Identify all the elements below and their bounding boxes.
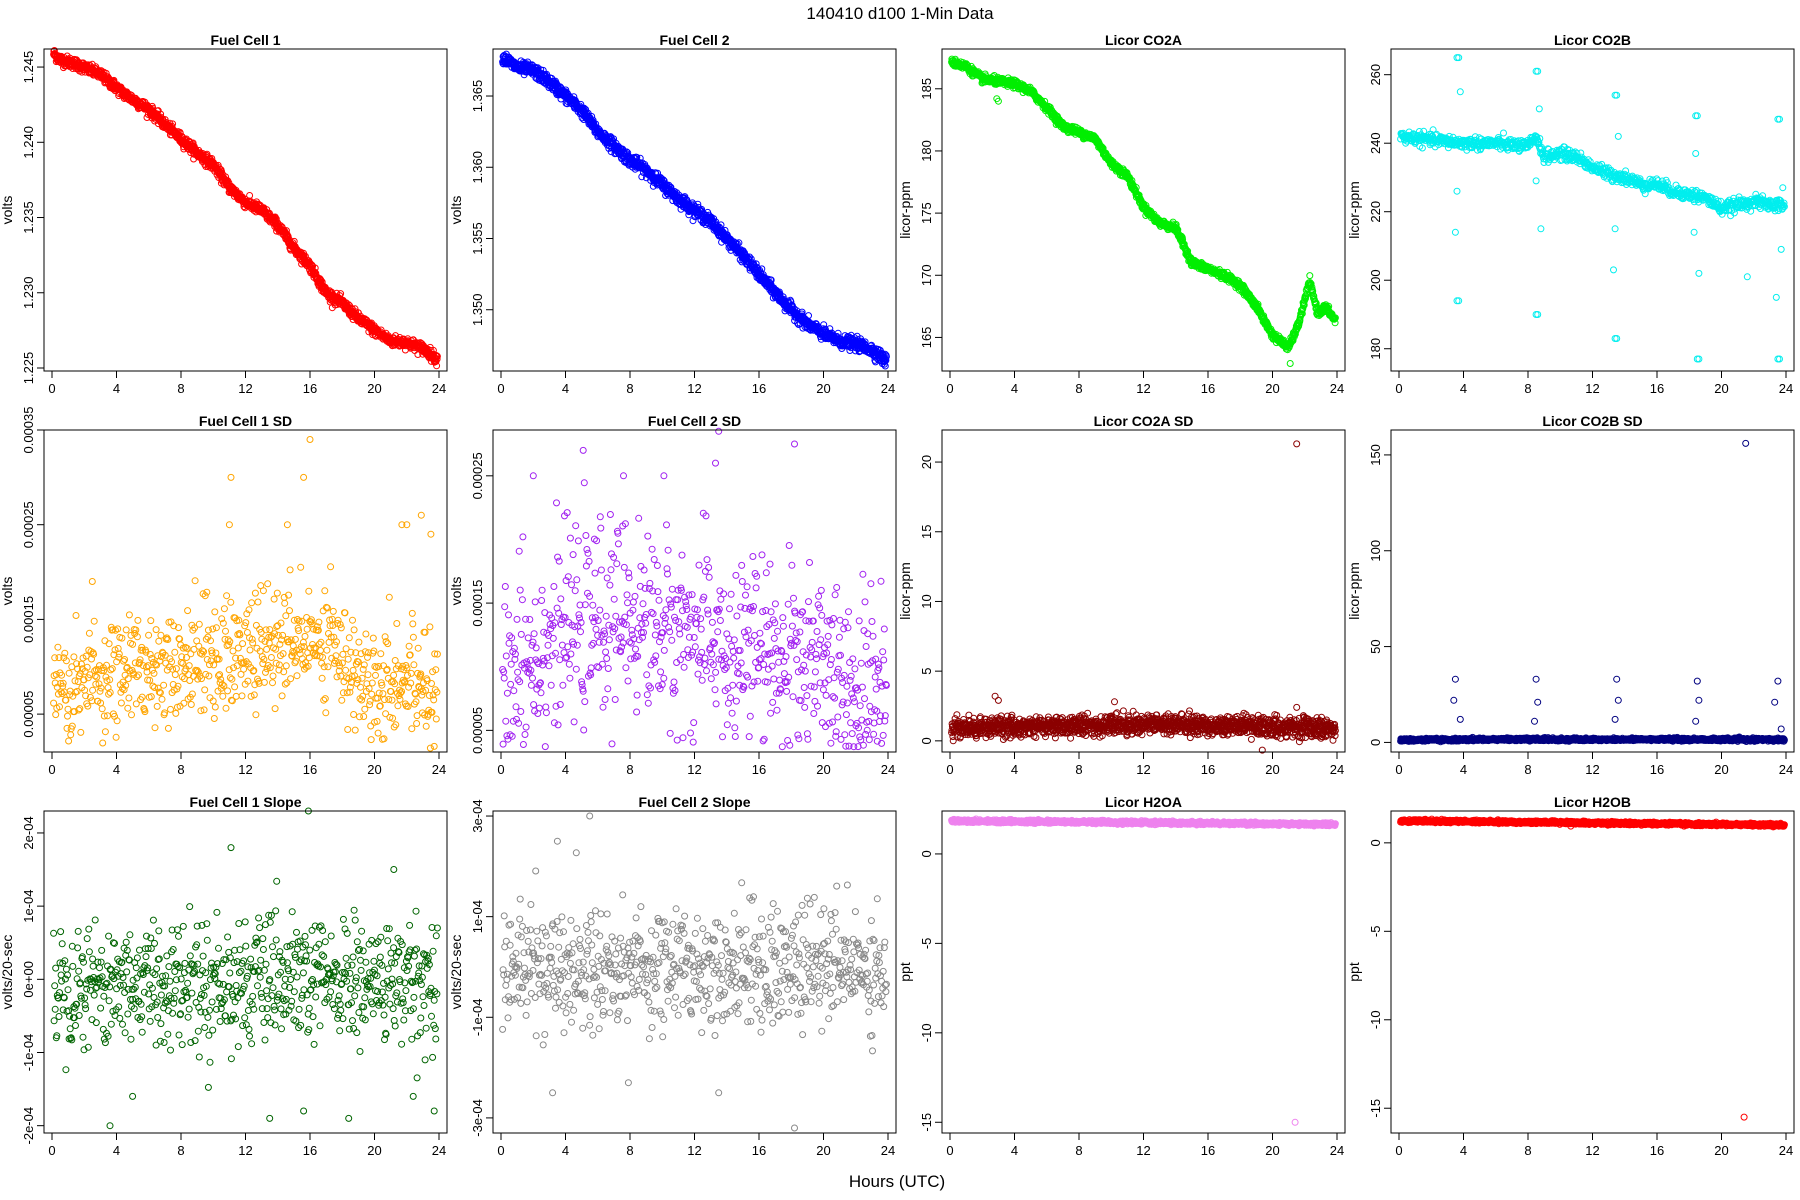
x-tick-label: 16 [752, 381, 766, 396]
panels-grid: 0 4 8 12 16 20 24 1.225 1.230 1.235 1.240 1.245 volt… [0, 32, 1794, 1158]
y-tick-label: 1.225 [21, 352, 36, 385]
y-axis-fc1: 1.225 1.230 1.235 1.240 1.245 [21, 51, 44, 384]
x-tick-label: 20 [367, 381, 381, 396]
x-tick-label: 24 [881, 381, 895, 396]
y-tick-label: 1.230 [21, 276, 36, 309]
y-axis-co2a: 165 170 175 180 185 [919, 78, 942, 348]
x-tick-label: 12 [687, 381, 701, 396]
y-axis-label: volts [448, 196, 464, 225]
x-tick-label: 16 [303, 381, 317, 396]
x-tick-label: 20 [816, 381, 830, 396]
figure-title: 140410 d100 1-Min Data [806, 4, 994, 23]
x-axis-fc1: 0 4 8 12 16 20 24 [48, 371, 446, 396]
x-axis-fc2: 0 4 8 12 16 20 24 [497, 371, 895, 396]
x-tick-label: 4 [1011, 381, 1018, 396]
panel-co2b: 0 4 8 12 16 20 24180200220240260licor-ppmLicor… [1346, 32, 1794, 396]
points-co2a [949, 56, 1339, 366]
y-tick-label: 1.355 [470, 222, 485, 255]
panel-title: Fuel Cell 1 [210, 32, 280, 48]
x-tick-label: 12 [1136, 381, 1150, 396]
points-co2b [1398, 55, 1788, 362]
panel-title: Fuel Cell 2 [659, 32, 729, 48]
point [1501, 130, 1507, 136]
y-axis-label: licor-ppm [897, 181, 913, 239]
x-tick-label: 0 [946, 381, 953, 396]
y-tick-label: 185 [919, 78, 934, 100]
y-tick-label: 1.360 [470, 151, 485, 184]
points-fc2 [500, 51, 890, 369]
y-tick-label: 1.235 [21, 201, 36, 234]
x-tick-label: 8 [626, 381, 633, 396]
x-tick-label: 0 [48, 381, 55, 396]
y-tick-label: 180 [919, 140, 934, 162]
x-tick-label: 16 [1201, 381, 1215, 396]
x-tick-label: 24 [1330, 381, 1344, 396]
point [1307, 273, 1313, 279]
panel-fc2: 0 4 8 12 16 20 24 1.350 1.355 1.360 1.365 volts Fuel… [448, 32, 896, 396]
y-tick-label: 175 [919, 202, 934, 224]
x-tick-label: 8 [177, 381, 184, 396]
outlier-point [1287, 361, 1293, 367]
panel-co2a: 0 4 8 12 16 20 24 165 170 175 180 185 licor-ppm Licor… [897, 32, 1345, 396]
plot-frame [44, 49, 447, 371]
y-tick-label: 170 [919, 264, 934, 286]
x-tick-label: 0 [497, 381, 504, 396]
y-tick-label: 1.350 [470, 293, 485, 326]
panel-title: Licor CO2A [1105, 32, 1182, 48]
y-tick-label: 1.240 [21, 126, 36, 159]
y-axis-fc2: 1.350 1.355 1.360 1.365 [470, 80, 493, 326]
x-axis-co2a: 0 4 8 12 16 20 24 [946, 371, 1344, 396]
x-tick-label: 20 [1265, 381, 1279, 396]
x-tick-label: 8 [1075, 381, 1082, 396]
x-tick-label: 4 [562, 381, 569, 396]
y-tick-label: 1.365 [470, 80, 485, 113]
y-axis-label: volts [0, 196, 15, 225]
x-tick-label: 24 [432, 381, 446, 396]
y-tick-label: 165 [919, 327, 934, 349]
panel-fc1: 0 4 8 12 16 20 24 1.225 1.230 1.235 1.240 1.245 volt… [0, 32, 447, 396]
x-tick-label: 12 [238, 381, 252, 396]
x-tick-label: 4 [113, 381, 120, 396]
y-tick-label: 1.245 [21, 51, 36, 84]
points-fc1 [51, 48, 441, 369]
